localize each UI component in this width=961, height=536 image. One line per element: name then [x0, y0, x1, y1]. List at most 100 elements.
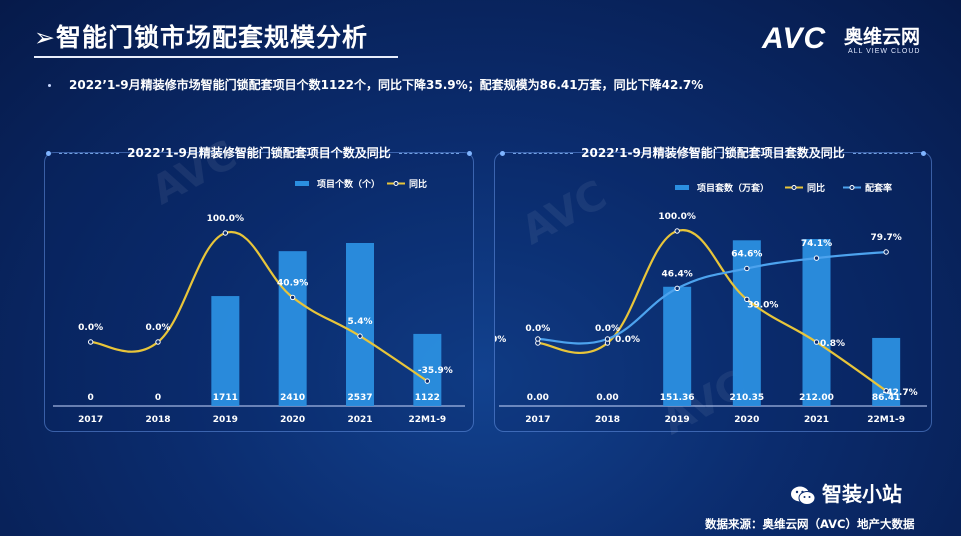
dot-icon — [500, 151, 506, 156]
x-tick-label: 22M1-9 — [408, 415, 446, 425]
bar-value-label: 151.36 — [660, 393, 695, 403]
line-value-label: 74.1% — [801, 239, 832, 249]
summary-text: 2022’1-9月精装修市场智能门锁配套项目个数1122个，同比下降35.9%；… — [48, 76, 703, 93]
line-point — [813, 339, 820, 345]
title-underline — [34, 56, 398, 58]
rate-line — [537, 250, 887, 345]
chart-title-text: 2022’1-9月精装修智能门锁配套项目套数及同比 — [581, 146, 845, 160]
bar — [663, 286, 692, 406]
legend-label: 项目套数（万套） — [697, 182, 769, 194]
line-value-label: 40.9% — [277, 278, 308, 288]
chart-title-text: 2022’1-9月精装修智能门锁配套项目个数及同比 — [127, 146, 391, 160]
bar-value-label: 86.41 — [872, 393, 900, 403]
x-tick-label: 22M1-9 — [867, 415, 905, 425]
line-value-label: 0.8% — [820, 339, 845, 349]
brand-logo: AVC 奥维云网 ALL VIEW CLOUD — [762, 22, 942, 62]
line-value-label: 64.6% — [731, 249, 762, 259]
bar-value-label: 1711 — [213, 393, 238, 403]
legend-swatch-bar — [675, 185, 689, 190]
bullet-icon — [48, 84, 51, 87]
legend-label: 同比 — [409, 178, 427, 190]
brand-name-cn: 奥维云网 — [844, 26, 921, 48]
dot-icon — [46, 151, 52, 156]
page-title: ➢智能门锁市场配套规模分析 — [34, 18, 368, 54]
divider — [398, 152, 459, 155]
yoy-line — [537, 228, 887, 392]
line-point — [424, 378, 431, 384]
line-value-label: -42.7% — [883, 388, 918, 398]
chart-right: 2017 2018 2019 2020 2021 22M1-9 0.00 0.00 151.36… — [495, 182, 927, 425]
x-tick-label: 2017 — [78, 415, 103, 425]
data-source: 数据来源：奥维云网（AVC）地产大数据 — [705, 517, 915, 531]
bar-value-label: 0.00 — [527, 393, 549, 403]
bar-value-label: 2537 — [347, 393, 372, 403]
brand-name-en: ALL VIEW CLOUD — [848, 48, 921, 55]
chart-left: 2017 2018 2019 2020 2021 22M1-9 0 0 1711 2410 2537… — [53, 178, 465, 425]
bar-value-label: 212.00 — [799, 393, 834, 403]
line-point — [535, 336, 541, 342]
legend-label: 项目个数（个） — [317, 178, 380, 190]
x-tick-label: 2021 — [804, 415, 829, 425]
line-value-label: 5.4% — [348, 317, 373, 327]
line-point — [604, 336, 611, 342]
line-value-label: 0.0% — [78, 323, 103, 333]
line-point — [883, 388, 889, 394]
wechat-account: 智装小站 — [790, 478, 902, 507]
legend-swatch-bar — [295, 181, 309, 186]
legend-label: 配套率 — [865, 182, 892, 194]
x-tick-label: 2018 — [145, 415, 170, 425]
line-value-label: 100.0% — [207, 214, 245, 224]
bar-value-label: 210.35 — [729, 393, 764, 403]
line-value-label: 0.0% — [525, 324, 550, 334]
yoy-line — [90, 230, 428, 383]
line-point — [155, 339, 161, 345]
legend-swatch-point — [393, 181, 399, 186]
bar-value-label: 0 — [88, 393, 94, 403]
line-point — [87, 339, 94, 345]
line-value-label: -35.9% — [418, 366, 453, 376]
legend-swatch-point — [849, 185, 855, 190]
bar — [278, 251, 307, 406]
chart-panel-right: 2022’1-9月精装修智能门锁配套项目套数及同比 2017 2018 2019 20… — [494, 146, 932, 432]
divider — [852, 152, 913, 155]
dot-icon — [920, 151, 926, 156]
bar — [872, 337, 901, 406]
line-value-label: 100.0% — [658, 212, 696, 222]
x-tick-label: 2021 — [347, 415, 372, 425]
bar — [346, 243, 374, 406]
line-point — [674, 228, 680, 234]
line-value-label: 0.0% — [495, 335, 506, 345]
x-tick-label: 2017 — [525, 415, 550, 425]
wechat-account-name: 智装小站 — [822, 482, 902, 506]
line-value-label: 0.0% — [146, 323, 171, 333]
legend-swatch-point — [791, 185, 797, 190]
x-tick-label: 2018 — [595, 415, 620, 425]
line-point — [813, 255, 820, 261]
bar — [413, 333, 442, 406]
line-point — [744, 265, 750, 272]
line-value-label: 79.7% — [871, 233, 902, 243]
dot-icon — [466, 151, 472, 156]
line-point — [222, 230, 229, 236]
chart-panel-left: 2022’1-9月精装修智能门锁配套项目个数及同比 2017 2018 2019 20… — [44, 146, 474, 432]
x-tick-label: 2020 — [280, 415, 305, 425]
x-tick-label: 2020 — [734, 415, 759, 425]
summary-text-content: 2022’1-9月精装修市场智能门锁配套项目个数1122个，同比下降35.9%；… — [69, 78, 704, 92]
divider — [513, 152, 574, 155]
chart-title-right: 2022’1-9月精装修智能门锁配套项目套数及同比 — [495, 144, 931, 161]
bar — [732, 240, 761, 406]
x-tick-label: 2019 — [213, 415, 238, 425]
bar-value-label: 1122 — [415, 393, 440, 403]
line-point — [674, 285, 680, 292]
line-point — [289, 294, 296, 301]
bar — [211, 296, 240, 406]
bar — [802, 239, 831, 406]
chevron-right-icon: ➢ — [34, 23, 56, 52]
wechat-icon — [791, 486, 816, 505]
chart-title-left: 2022’1-9月精装修智能门锁配套项目个数及同比 — [45, 144, 473, 161]
line-value-label: 39.0% — [747, 300, 778, 310]
page-title-text: 智能门锁市场配套规模分析 — [55, 23, 368, 52]
divider — [59, 152, 120, 155]
bar-value-label: 0.00 — [596, 393, 618, 403]
brand-logo-mark: AVC — [762, 22, 827, 55]
